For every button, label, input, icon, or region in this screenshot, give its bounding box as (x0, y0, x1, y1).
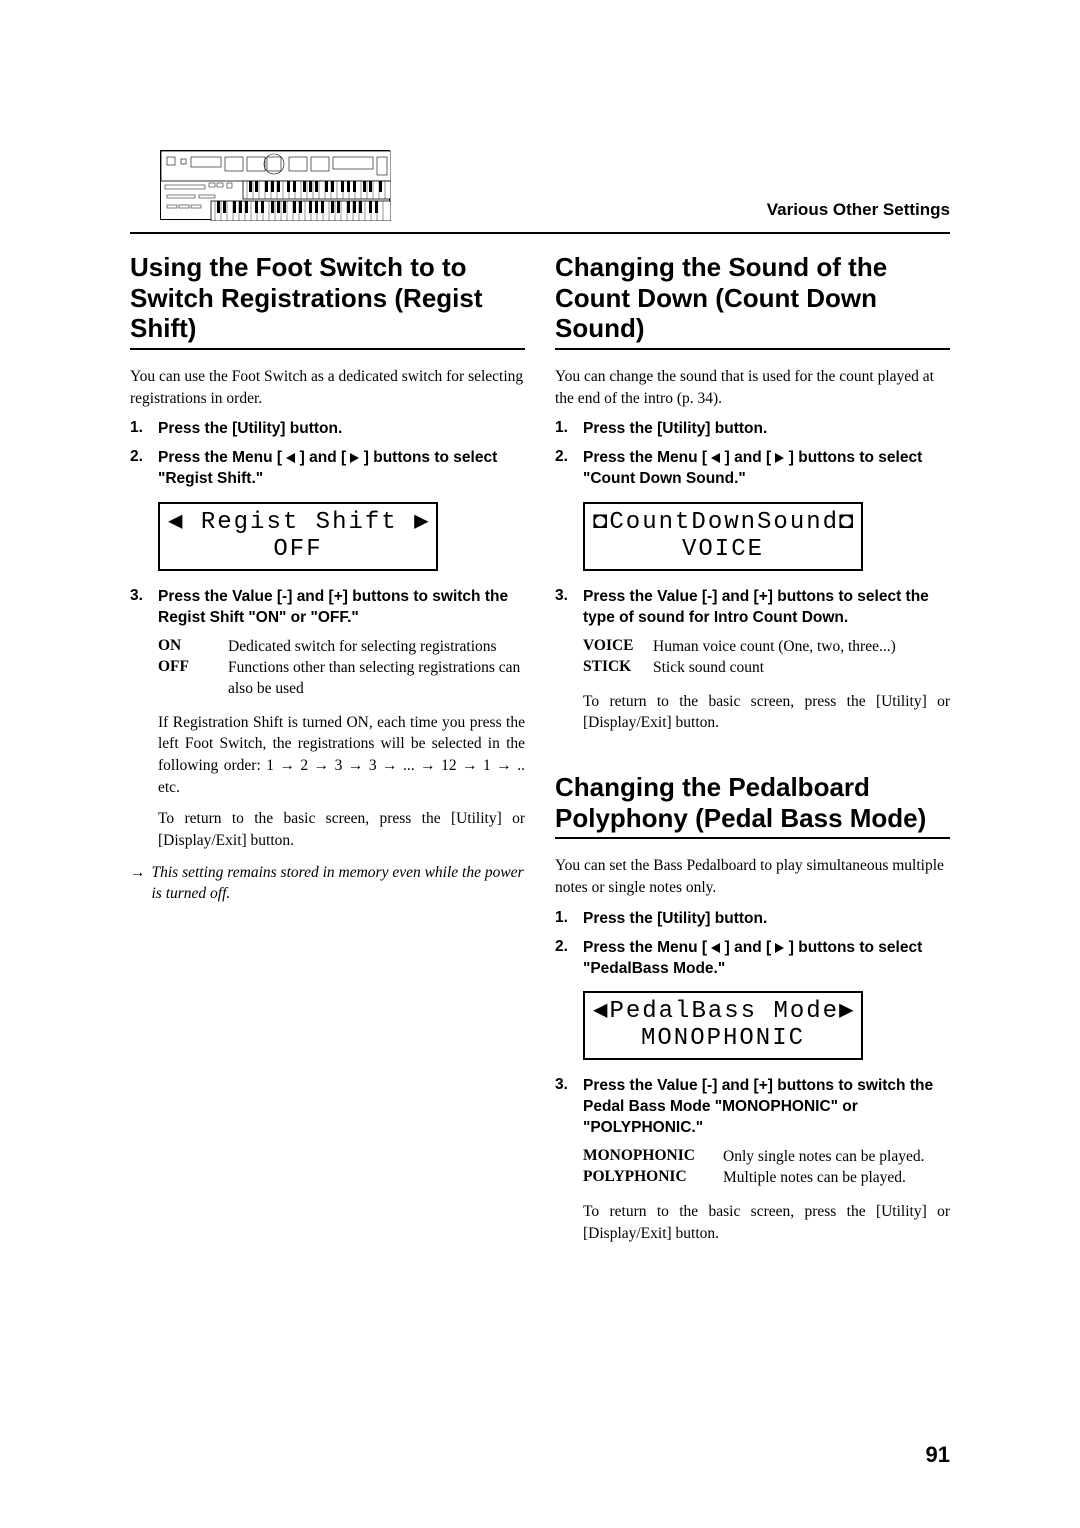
step-number: 3. (130, 587, 150, 629)
step-item: 2. Press the Menu [ ] and [ ] buttons to… (555, 448, 950, 490)
lcd-display: ◀PedalBass Mode▶ MONOPHONIC (583, 991, 863, 1060)
intro-text: You can change the sound that is used fo… (555, 366, 950, 409)
definition-list: MONOPHONIC Only single notes can be play… (583, 1147, 950, 1189)
step-item: 3. Press the Value [-] and [+] buttons t… (130, 587, 525, 629)
section-title-pedalbass: Changing the Pedalboard Polyphony (Pedal… (555, 772, 950, 839)
step-item: 1. Press the [Utility] button. (130, 419, 525, 440)
triangle-left-icon (711, 453, 720, 463)
definition-desc: Human voice count (One, two, three...) (653, 637, 950, 658)
keyboard-diagram (160, 150, 390, 220)
step-number: 3. (555, 587, 575, 629)
lcd-display: ◀ Regist Shift ▶ OFF (158, 502, 438, 571)
step-item: 2. Press the Menu [ ] and [ ] buttons to… (555, 938, 950, 980)
step-text-part: Press the Menu [ (583, 449, 711, 466)
lcd-line: MONOPHONIC (593, 1026, 853, 1052)
lcd-line: ◘CountDownSound◘ (593, 510, 853, 536)
body-text: To return to the basic screen, press the… (583, 691, 950, 734)
step-number: 1. (130, 419, 150, 440)
definition-row: MONOPHONIC Only single notes can be play… (583, 1147, 950, 1168)
note-text: This setting remains stored in memory ev… (152, 862, 526, 905)
step-text-part: ] and [ (720, 939, 775, 956)
step-text-part: Press the Menu [ (583, 939, 711, 956)
step-number: 3. (555, 1076, 575, 1139)
definition-term: OFF (158, 658, 218, 700)
step-text: Press the Menu [ ] and [ ] buttons to se… (583, 938, 950, 980)
definition-row: VOICE Human voice count (One, two, three… (583, 637, 950, 658)
step-text: Press the [Utility] button. (583, 419, 950, 440)
definition-list: ON Dedicated switch for selecting regist… (158, 637, 525, 700)
step-number: 2. (555, 448, 575, 490)
breadcrumb: Various Other Settings (767, 200, 950, 220)
definition-row: OFF Functions other than selecting regis… (158, 658, 525, 700)
lcd-line: ◀ Regist Shift ▶ (168, 510, 428, 536)
section-title-regist-shift: Using the Foot Switch to to Switch Regis… (130, 252, 525, 350)
step-item: 2. Press the Menu [ ] and [ ] buttons to… (130, 448, 525, 490)
step-number: 2. (130, 448, 150, 490)
body-text: To return to the basic screen, press the… (583, 1201, 950, 1244)
lcd-display: ◘CountDownSound◘ VOICE (583, 502, 863, 571)
step-item: 1. Press the [Utility] button. (555, 419, 950, 440)
intro-text: You can use the Foot Switch as a dedicat… (130, 366, 525, 409)
definition-row: POLYPHONIC Multiple notes can be played. (583, 1168, 950, 1189)
definition-term: POLYPHONIC (583, 1168, 713, 1189)
definition-desc: Multiple notes can be played. (723, 1168, 950, 1189)
left-column: Using the Foot Switch to to Switch Regis… (130, 252, 525, 1254)
definition-term: ON (158, 637, 218, 658)
lcd-line: OFF (168, 537, 428, 563)
definition-desc: Dedicated switch for selecting registrat… (228, 637, 525, 658)
definition-desc: Functions other than selecting registrat… (228, 658, 525, 700)
right-column: Changing the Sound of the Count Down (Co… (555, 252, 950, 1254)
triangle-left-icon (286, 453, 295, 463)
header-rule (130, 232, 950, 234)
step-text: Press the Value [-] and [+] buttons to s… (583, 1076, 950, 1139)
definition-term: VOICE (583, 637, 643, 658)
definition-row: STICK Stick sound count (583, 658, 950, 679)
definition-term: MONOPHONIC (583, 1147, 713, 1168)
definition-desc: Only single notes can be played. (723, 1147, 950, 1168)
definition-row: ON Dedicated switch for selecting regist… (158, 637, 525, 658)
section-title-countdown: Changing the Sound of the Count Down (Co… (555, 252, 950, 350)
triangle-left-icon (711, 943, 720, 953)
step-item: 1. Press the [Utility] button. (555, 909, 950, 930)
intro-text: You can set the Bass Pedalboard to play … (555, 855, 950, 898)
step-text: Press the Value [-] and [+] buttons to s… (583, 587, 950, 629)
lcd-line: VOICE (593, 537, 853, 563)
step-text: Press the [Utility] button. (158, 419, 525, 440)
step-item: 3. Press the Value [-] and [+] buttons t… (555, 587, 950, 629)
step-text: Press the Menu [ ] and [ ] buttons to se… (583, 448, 950, 490)
arrow-right-icon: → (130, 862, 146, 905)
step-number: 2. (555, 938, 575, 980)
body-text: To return to the basic screen, press the… (158, 808, 525, 851)
definition-term: STICK (583, 658, 643, 679)
step-text-part: ] and [ (720, 449, 775, 466)
note: → This setting remains stored in memory … (130, 862, 525, 905)
step-text-part: Press the Menu [ (158, 449, 286, 466)
step-number: 1. (555, 909, 575, 930)
definition-desc: Stick sound count (653, 658, 950, 679)
step-number: 1. (555, 419, 575, 440)
page-number: 91 (926, 1442, 950, 1468)
step-text: Press the Value [-] and [+] buttons to s… (158, 587, 525, 629)
step-text: Press the [Utility] button. (583, 909, 950, 930)
step-item: 3. Press the Value [-] and [+] buttons t… (555, 1076, 950, 1139)
step-text: Press the Menu [ ] and [ ] buttons to se… (158, 448, 525, 490)
lcd-line: ◀PedalBass Mode▶ (593, 999, 853, 1025)
body-text: If Registration Shift is turned ON, each… (158, 712, 525, 799)
step-text-part: ] and [ (295, 449, 350, 466)
definition-list: VOICE Human voice count (One, two, three… (583, 637, 950, 679)
